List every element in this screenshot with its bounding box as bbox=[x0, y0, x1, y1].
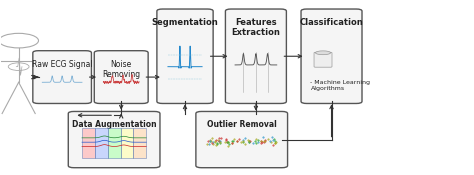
Text: Segmentation: Segmentation bbox=[152, 18, 219, 27]
Ellipse shape bbox=[316, 51, 330, 55]
Text: Noise
Removing: Noise Removing bbox=[102, 60, 140, 79]
FancyBboxPatch shape bbox=[108, 128, 120, 158]
Text: Raw ECG Signal: Raw ECG Signal bbox=[32, 60, 92, 69]
FancyBboxPatch shape bbox=[82, 128, 95, 158]
Text: - Machine Learning
Algorithms: - Machine Learning Algorithms bbox=[310, 80, 371, 91]
Text: Data Augmentation: Data Augmentation bbox=[72, 120, 156, 130]
FancyBboxPatch shape bbox=[226, 9, 286, 103]
FancyBboxPatch shape bbox=[133, 128, 146, 158]
FancyBboxPatch shape bbox=[314, 52, 332, 67]
FancyBboxPatch shape bbox=[33, 51, 91, 103]
Text: Classification: Classification bbox=[300, 18, 364, 27]
FancyBboxPatch shape bbox=[94, 51, 148, 103]
FancyBboxPatch shape bbox=[196, 111, 288, 168]
Text: Outlier Removal: Outlier Removal bbox=[207, 120, 277, 130]
Text: Features
Extraction: Features Extraction bbox=[231, 18, 280, 37]
FancyBboxPatch shape bbox=[95, 128, 108, 158]
FancyBboxPatch shape bbox=[301, 9, 362, 103]
FancyBboxPatch shape bbox=[68, 111, 160, 168]
FancyBboxPatch shape bbox=[120, 128, 133, 158]
FancyBboxPatch shape bbox=[157, 9, 213, 103]
